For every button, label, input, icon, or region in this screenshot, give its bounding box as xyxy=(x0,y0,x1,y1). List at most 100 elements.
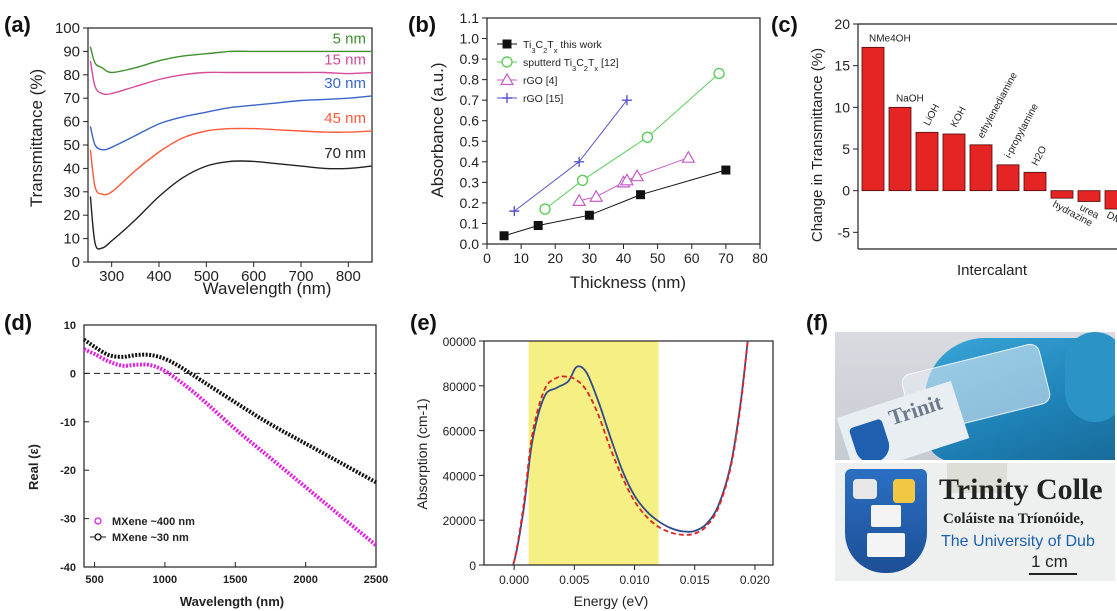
c-bar-label: LiOH xyxy=(922,102,942,127)
crest-small xyxy=(848,418,894,460)
c-bar xyxy=(996,164,1020,192)
c-bar xyxy=(915,131,939,192)
e-series-line xyxy=(507,341,749,565)
photo-logo-card: Trinity Colle Coláiste na Tríonóide, The… xyxy=(835,463,1115,581)
a-y-tick-label: 50 xyxy=(63,137,80,154)
a-y-tick-label: 10 xyxy=(63,231,80,248)
b-xlabel: Thickness (nm) xyxy=(570,273,686,292)
crest-lion-icon xyxy=(853,479,877,499)
b-point xyxy=(509,206,520,217)
b-series-line xyxy=(513,99,628,212)
c-y-tick-label: 5 xyxy=(842,141,850,157)
b-y-tick-label: 1.1 xyxy=(460,10,480,26)
c-bar xyxy=(1104,190,1117,210)
b-y-tick-label: 1.0 xyxy=(460,31,480,47)
a-x-tick-label: 400 xyxy=(146,268,171,285)
tcd-crest xyxy=(845,469,927,573)
b-point xyxy=(621,95,632,106)
e-x-tick-label: 0.005 xyxy=(559,573,589,587)
d-series-line xyxy=(82,337,377,485)
c-y-tick-label: 20 xyxy=(834,16,850,32)
c-ylabel: Change in Transmittance (%) xyxy=(809,48,826,242)
b-y-tick-label: 0.1 xyxy=(460,215,480,231)
e-y-tick-label: 60000 xyxy=(443,425,477,439)
chart-b: 0 10 20 30 40 50 60 70 80 0.0 0.1 0.2 0.3 0.4 0.5 0.6 0.… xyxy=(460,10,768,266)
panel-c-label: (c) xyxy=(771,12,798,37)
crest-book-icon xyxy=(871,505,901,527)
d-y-tick-label: -20 xyxy=(60,465,76,477)
b-point xyxy=(499,72,515,86)
e-highlight-band xyxy=(528,341,659,565)
a-y-tick-label: 0 xyxy=(72,254,80,271)
c-bar-label: H2O xyxy=(1030,144,1049,168)
b-point xyxy=(533,221,543,231)
e-x-tick-label: 0.020 xyxy=(740,573,770,587)
e-ylabel: Absorption (cm-1) xyxy=(414,398,430,509)
a-xlabel: Wavelength (nm) xyxy=(203,279,332,298)
d-y-tick-label: -40 xyxy=(60,562,76,574)
c-bar-label: NMe4OH xyxy=(869,33,911,44)
chart-d: 500 1000 1500 2000 2500 -40 -30 -20 -10 0 10 MXene … xyxy=(60,320,388,586)
b-point xyxy=(502,93,512,103)
b-x-tick-label: 20 xyxy=(547,250,563,266)
b-point xyxy=(572,193,587,206)
a-series-label: 30 nm xyxy=(324,75,366,92)
tape-strip xyxy=(947,463,1007,493)
a-x-tick-label: 700 xyxy=(288,268,313,285)
d-x-tick-label: 2500 xyxy=(364,574,388,586)
d-x-tick-label: 500 xyxy=(85,574,103,586)
c-y-tick-label: 0 xyxy=(842,183,850,199)
b-point xyxy=(636,190,646,200)
b-point xyxy=(499,231,509,241)
d-series-line xyxy=(83,347,378,547)
a-series-line xyxy=(89,46,372,74)
d-x-tick-label: 1000 xyxy=(153,574,177,586)
a-series-label: 45 nm xyxy=(324,110,366,127)
b-point xyxy=(574,156,585,167)
e-y-tick-label: 00000 xyxy=(443,335,477,349)
e-x-tick-label: 0.010 xyxy=(620,573,650,587)
d-y-tick-label: 10 xyxy=(64,320,76,332)
d-x-tick-label: 2000 xyxy=(293,574,317,586)
chart-a: 300 400 500 600 700 800 0 10 20 30 40 50 60 70 80 90 100… xyxy=(55,20,373,285)
c-xlabel: Intercalant xyxy=(957,262,1028,279)
a-series-line xyxy=(89,127,373,196)
a-y-tick-label: 30 xyxy=(63,184,80,201)
chart-e: 0.000 0.005 0.010 0.015 0.020 0 20000 40000 6000… xyxy=(443,335,774,587)
logo-title: Trinity Colle xyxy=(939,473,1103,506)
b-y-tick-label: 0.5 xyxy=(460,133,480,149)
d-y-tick-label: -10 xyxy=(60,417,76,429)
c-bar xyxy=(969,144,993,192)
b-y-tick-label: 0.3 xyxy=(460,174,480,190)
b-series-line xyxy=(544,73,720,210)
scale-bar-label: 1 cm xyxy=(1031,552,1068,571)
c-bar-label: KOH xyxy=(949,105,969,129)
crest-harp-icon xyxy=(893,479,915,503)
logo-irish-name: Coláiste na Tríonóide, xyxy=(943,511,1084,527)
photo-film-on-glove: Trinit xyxy=(835,332,1115,460)
b-x-tick-label: 30 xyxy=(582,250,598,266)
e-plot-frame xyxy=(483,340,774,566)
a-x-tick-label: 600 xyxy=(241,268,266,285)
d-legend-label: MXene ~400 nm xyxy=(112,516,195,528)
a-series-line xyxy=(89,160,373,250)
b-x-tick-label: 70 xyxy=(718,250,734,266)
a-y-tick-label: 100 xyxy=(55,20,80,37)
d-x-tick-label: 1500 xyxy=(223,574,247,586)
panel-b-label: (b) xyxy=(408,12,436,37)
panel-a-label: (a) xyxy=(4,12,31,37)
b-y-tick-label: 0.7 xyxy=(460,92,480,108)
c-bar xyxy=(1077,190,1101,202)
a-series-label: 5 nm xyxy=(333,30,366,47)
c-bar-label: DMS xyxy=(1105,210,1117,230)
b-y-tick-label: 0.9 xyxy=(460,51,480,67)
c-bar-label: ethylenediamine xyxy=(976,70,1020,140)
d-y-tick-label: -30 xyxy=(60,514,76,526)
b-plot-frame xyxy=(486,17,761,245)
b-x-tick-label: 50 xyxy=(650,250,666,266)
c-bar xyxy=(888,106,912,192)
panel-e-label: (e) xyxy=(410,310,437,335)
b-y-tick-label: 0.2 xyxy=(460,195,480,211)
glove-fingers xyxy=(1065,332,1115,422)
